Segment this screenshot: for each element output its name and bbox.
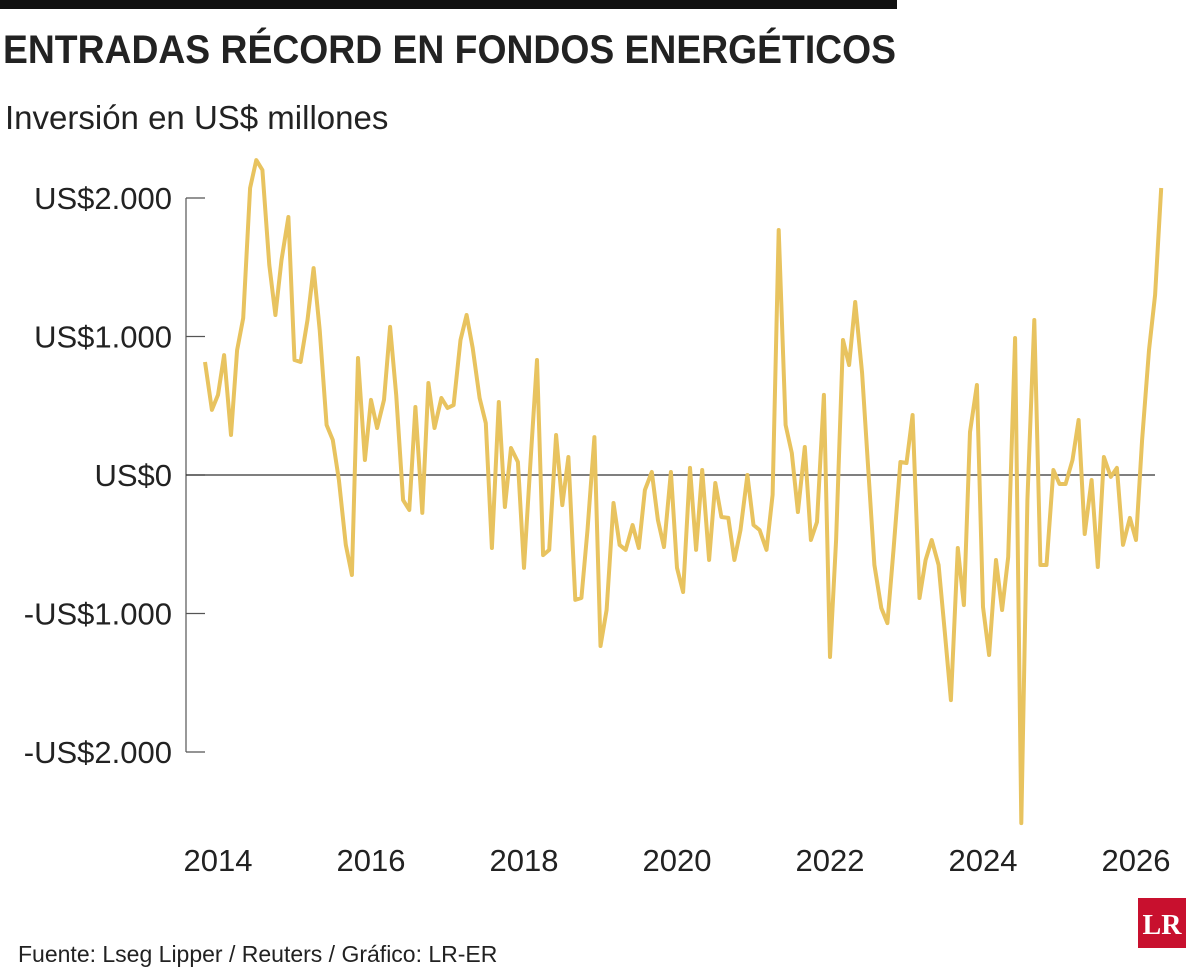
source-note: Fuente: Lseg Lipper / Reuters / Gráfico:… — [18, 941, 497, 967]
y-tick-label: -US$2.000 — [24, 735, 172, 770]
chart-subtitle: Inversión en US$ millones — [5, 99, 388, 136]
y-tick-label: -US$1.000 — [24, 597, 172, 632]
y-tick-label: US$1.000 — [34, 320, 172, 355]
x-tick-label: 2022 — [796, 843, 865, 878]
x-tick-label: 2016 — [337, 843, 406, 878]
chart-title: ENTRADAS RÉCORD EN FONDOS ENERGÉTICOS — [3, 27, 896, 72]
logo: LR — [1143, 910, 1183, 941]
y-tick-label: US$2.000 — [34, 181, 172, 216]
y-tick-label: US$0 — [94, 458, 172, 493]
x-tick-label: 2020 — [643, 843, 712, 878]
x-tick-label: 2018 — [490, 843, 559, 878]
x-tick-label: 2024 — [949, 843, 1018, 878]
data-line — [203, 158, 1164, 826]
x-tick-label: 2026 — [1102, 843, 1171, 878]
top-bar — [0, 0, 897, 9]
logo-box — [1138, 898, 1186, 948]
x-tick-label: 2014 — [184, 843, 253, 878]
